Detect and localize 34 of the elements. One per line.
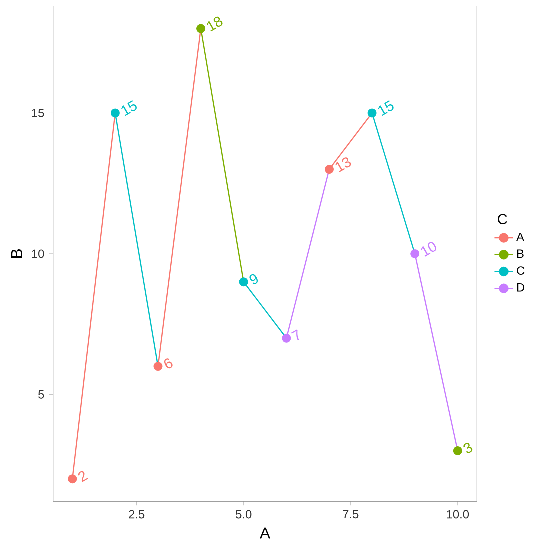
y-tick-label: 10 [32, 250, 44, 258]
x-tick-label: 7.5 [343, 510, 359, 518]
legend-label: D [517, 283, 525, 292]
data-label: 9 [250, 274, 258, 284]
point [239, 277, 248, 286]
legend-title: C [498, 214, 508, 224]
data-label: 6 [164, 358, 173, 368]
data-label: 2 [78, 471, 88, 482]
legend-label: A [516, 232, 524, 242]
point [110, 108, 120, 118]
point [410, 249, 420, 258]
point [368, 108, 377, 118]
y-tick-label: 5 [38, 390, 44, 399]
data-label: 15 [122, 100, 137, 116]
data-label: 10 [421, 242, 436, 257]
point [324, 164, 334, 174]
point [196, 24, 206, 34]
data-label: 7 [291, 329, 300, 340]
data-label: 15 [378, 100, 394, 116]
x-tick-label: 10.0 [447, 510, 470, 519]
legend-label: B [517, 250, 524, 258]
legend-label: C [517, 266, 525, 275]
x-axis-title: A [260, 528, 271, 539]
point [453, 446, 462, 456]
y-axis-title: B [11, 249, 22, 258]
data-label: 18 [207, 16, 223, 32]
data-label: 13 [336, 157, 352, 172]
data-label: 3 [464, 442, 473, 454]
point [154, 362, 163, 371]
point [68, 474, 78, 484]
point [282, 334, 292, 343]
x-tick-label: 5.0 [236, 510, 252, 519]
x-tick-label: 2.5 [129, 510, 145, 519]
y-tick-label: 15 [32, 108, 44, 118]
